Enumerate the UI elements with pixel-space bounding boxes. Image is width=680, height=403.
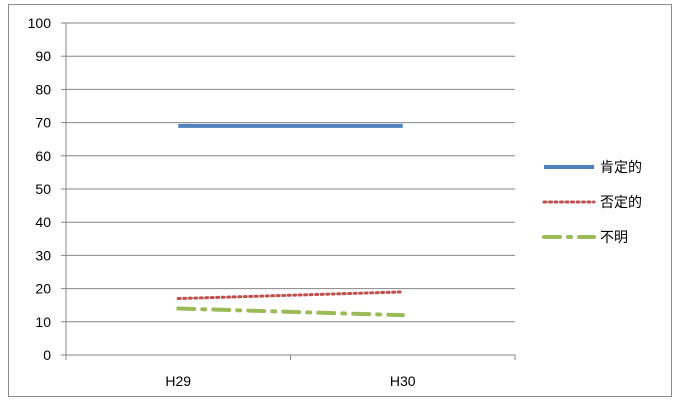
series-line-2 — [176, 306, 405, 318]
y-axis-ticks: 0 10 20 30 40 50 60 70 80 90 100 — [28, 15, 66, 363]
y-tick-label: 50 — [35, 181, 51, 197]
y-tick-label: 100 — [28, 15, 52, 31]
y-tick-label: 70 — [35, 115, 51, 131]
y-tick-label: 30 — [35, 247, 51, 263]
y-tick-label: 80 — [35, 81, 51, 97]
x-tick-label: H29 — [165, 373, 191, 389]
y-tick-label: 90 — [35, 48, 51, 64]
y-tick-label: 40 — [35, 214, 51, 230]
series-line-1 — [176, 290, 405, 301]
legend-label: 不明 — [600, 229, 628, 245]
x-tick-label: H30 — [390, 373, 416, 389]
legend-label: 否定的 — [600, 194, 642, 210]
y-tick-label: 60 — [35, 148, 51, 164]
x-axis-ticks: H29 H30 — [65, 355, 516, 389]
y-tick-label: 20 — [35, 281, 51, 297]
y-tick-label: 0 — [43, 347, 51, 363]
series-lines — [176, 123, 405, 318]
y-tick-label: 10 — [35, 314, 51, 330]
gridlines — [66, 22, 515, 323]
legend-label: 肯定的 — [600, 159, 642, 175]
